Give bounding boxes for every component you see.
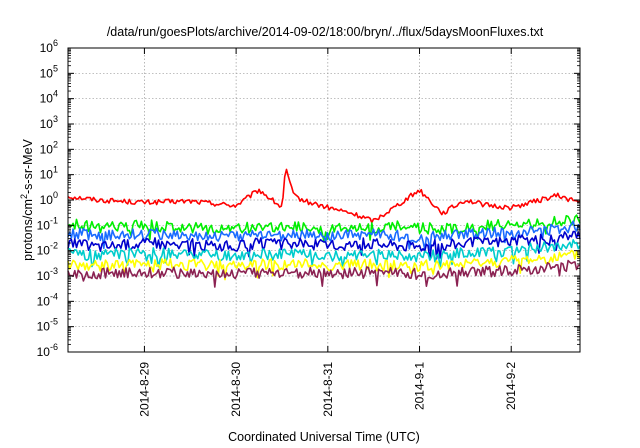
series-line-4	[67, 230, 581, 260]
y-tick-label: 10-1	[37, 215, 58, 232]
x-tick-label: 2014-9-1	[413, 362, 427, 410]
y-tick-label: 106	[40, 38, 58, 55]
y-tick-label: 102	[40, 139, 58, 156]
y-tick-labels: 10-6 10-5 10-4 10-3 10-2 10-1 100 101 102 103 104 1…	[37, 38, 58, 359]
chart-title: /data/run/goesPlots/archive/2014-09-02/1…	[107, 25, 544, 39]
x-tick-label: 2014-9-2	[504, 362, 518, 410]
series-group	[67, 168, 581, 288]
y-axis-label: protons/cm2-s-sr-MeV	[19, 138, 35, 260]
x-axis-label: Coordinated Universal Time (UTC)	[228, 430, 420, 444]
y-tick-label: 10-3	[37, 266, 58, 283]
y-tick-label: 100	[40, 190, 58, 207]
y-tick-label: 101	[40, 165, 58, 182]
x-tick-label: 2014-8-30	[229, 362, 243, 417]
series-line-7	[67, 259, 580, 288]
grid	[68, 47, 580, 353]
x-tick-label: 2014-8-29	[137, 362, 151, 417]
y-tick-label: 10-6	[37, 342, 58, 359]
x-tick-labels: 2014-8-29 2014-8-30 2014-8-31 2014-9-1 2014-…	[137, 362, 518, 417]
ticks	[68, 47, 580, 353]
x-tick-label: 2014-8-31	[321, 362, 335, 417]
y-tick-label: 10-5	[37, 317, 58, 334]
series-line-1	[67, 168, 581, 224]
y-tick-label: 10-2	[37, 241, 58, 258]
y-tick-label: 105	[40, 63, 58, 80]
y-tick-label: 103	[40, 114, 58, 131]
y-tick-label: 104	[40, 89, 58, 106]
series-line-6	[67, 249, 581, 281]
y-tick-label: 10-4	[37, 291, 58, 308]
series-line-3	[67, 220, 581, 252]
series-line-5	[67, 239, 581, 270]
